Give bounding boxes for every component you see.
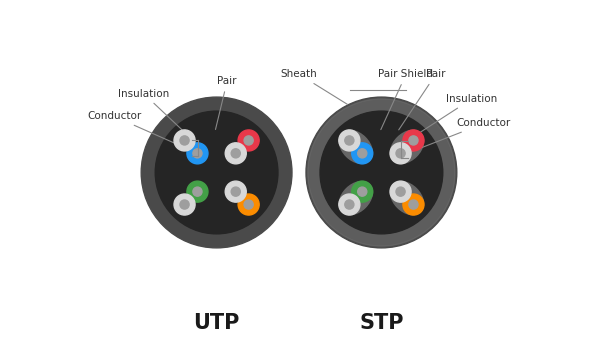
Circle shape: [238, 194, 259, 215]
Circle shape: [320, 111, 443, 234]
Circle shape: [225, 143, 246, 164]
Circle shape: [180, 200, 189, 209]
Circle shape: [231, 149, 240, 158]
Circle shape: [352, 181, 373, 202]
Circle shape: [155, 111, 278, 234]
Circle shape: [187, 181, 208, 202]
Circle shape: [358, 187, 367, 196]
Circle shape: [225, 181, 246, 202]
Circle shape: [174, 194, 195, 215]
Circle shape: [339, 130, 360, 151]
Circle shape: [308, 99, 455, 246]
Circle shape: [409, 200, 418, 209]
Circle shape: [403, 130, 424, 151]
Text: Pair: Pair: [215, 76, 237, 130]
Circle shape: [244, 200, 253, 209]
Circle shape: [180, 136, 189, 145]
Circle shape: [352, 143, 373, 164]
Circle shape: [409, 136, 418, 145]
Text: Conductor: Conductor: [404, 118, 511, 155]
Ellipse shape: [390, 182, 423, 215]
Circle shape: [390, 181, 411, 202]
Ellipse shape: [390, 130, 423, 163]
Circle shape: [187, 143, 208, 164]
Circle shape: [231, 187, 240, 196]
Circle shape: [174, 130, 195, 151]
Circle shape: [193, 187, 202, 196]
Circle shape: [244, 136, 253, 145]
Text: UTP: UTP: [193, 313, 240, 333]
Circle shape: [396, 149, 405, 158]
Circle shape: [306, 97, 457, 248]
Circle shape: [358, 149, 367, 158]
Text: Insulation: Insulation: [407, 94, 498, 141]
Text: STP: STP: [359, 313, 404, 333]
Ellipse shape: [339, 182, 373, 215]
Circle shape: [396, 187, 405, 196]
Text: Insulation: Insulation: [118, 89, 192, 139]
Text: Sheath: Sheath: [280, 69, 347, 104]
Circle shape: [390, 143, 411, 164]
Circle shape: [403, 194, 424, 215]
Circle shape: [345, 136, 354, 145]
Circle shape: [238, 130, 259, 151]
Circle shape: [345, 200, 354, 209]
Circle shape: [339, 194, 360, 215]
Text: Pair Shield: Pair Shield: [379, 69, 434, 130]
Text: Pair: Pair: [399, 69, 446, 130]
Circle shape: [193, 149, 202, 158]
Ellipse shape: [339, 130, 373, 163]
Circle shape: [141, 97, 292, 248]
Text: Conductor: Conductor: [87, 111, 195, 152]
